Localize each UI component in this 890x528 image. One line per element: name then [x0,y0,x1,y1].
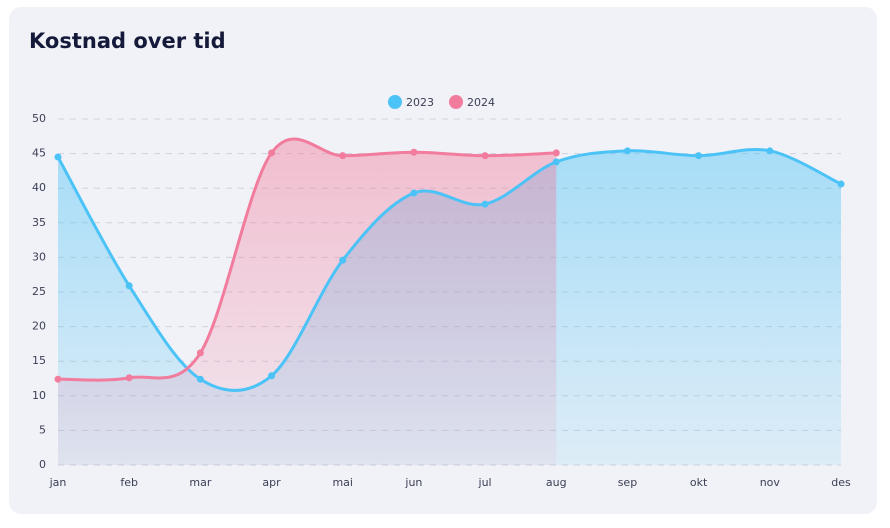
point [552,158,560,166]
y-tick-label: 45 [32,147,46,160]
legend-swatch [449,95,463,109]
x-tick-label: mar [189,476,211,489]
x-tick-label: jul [478,476,492,489]
point [695,152,703,160]
x-tick-label: nov [760,476,781,489]
x-tick-label: aug [546,476,567,489]
line [57,137,557,382]
y-tick-label: 25 [32,285,46,298]
point [196,349,204,357]
y-tick-label: 50 [32,112,46,125]
y-tick-label: 30 [32,250,46,263]
point [268,372,276,380]
y-tick-label: 10 [32,389,46,402]
point [268,149,276,157]
chart-title: Kostnad over tid [29,29,226,53]
y-tick-label: 20 [32,320,46,333]
legend-swatch [388,95,402,109]
point [410,189,418,197]
point [125,374,133,382]
point [196,375,204,383]
point [552,149,560,157]
y-tick-label: 0 [39,458,46,471]
area [58,139,557,465]
point [339,256,347,264]
legend-label: 2024 [467,96,495,109]
point [410,148,418,156]
point [339,152,347,160]
point [837,180,845,188]
x-tick-label: jan [49,476,67,489]
point [125,282,133,290]
legend-label: 2023 [406,96,434,109]
point [481,200,489,208]
x-tick-label: okt [690,476,708,489]
x-tick-label: feb [120,476,138,489]
x-tick-label: apr [262,476,281,489]
y-tick-label: 15 [32,354,46,367]
y-tick-label: 35 [32,216,46,229]
x-tick-label: sep [618,476,637,489]
point [54,153,62,161]
x-tick-label: des [831,476,851,489]
y-tick-label: 5 [39,423,46,436]
x-tick-label: mai [332,476,353,489]
point [766,147,774,155]
point [481,152,489,160]
y-tick-label: 40 [32,181,46,194]
x-tick-label: jun [404,476,422,489]
point [623,147,631,155]
point [54,375,62,383]
